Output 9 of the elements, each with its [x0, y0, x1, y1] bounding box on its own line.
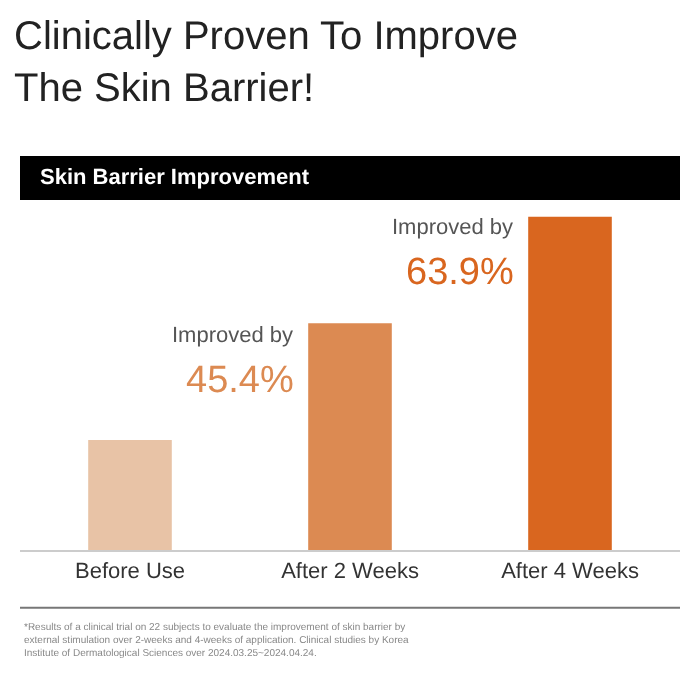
- x-tick-label: After 2 Weeks: [281, 560, 420, 585]
- x-tick-label: Before Use: [74, 560, 186, 585]
- x-tick-label: After 4 Weeks: [501, 560, 640, 585]
- annotation: 45.4%: [186, 360, 294, 402]
- chart-subtitle: Skin Barrier Improvement: [40, 166, 310, 190]
- chart-title: Clinically Proven To Improve The Skin Barrier!: [14, 15, 518, 111]
- annotation: Improved by: [392, 216, 515, 240]
- annotation: 63.9%: [406, 252, 514, 294]
- annotation: Improved by: [172, 324, 295, 348]
